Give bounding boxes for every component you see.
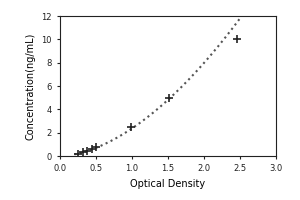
Y-axis label: Concentration(ng/mL): Concentration(ng/mL) bbox=[26, 32, 36, 140]
X-axis label: Optical Density: Optical Density bbox=[130, 179, 206, 189]
